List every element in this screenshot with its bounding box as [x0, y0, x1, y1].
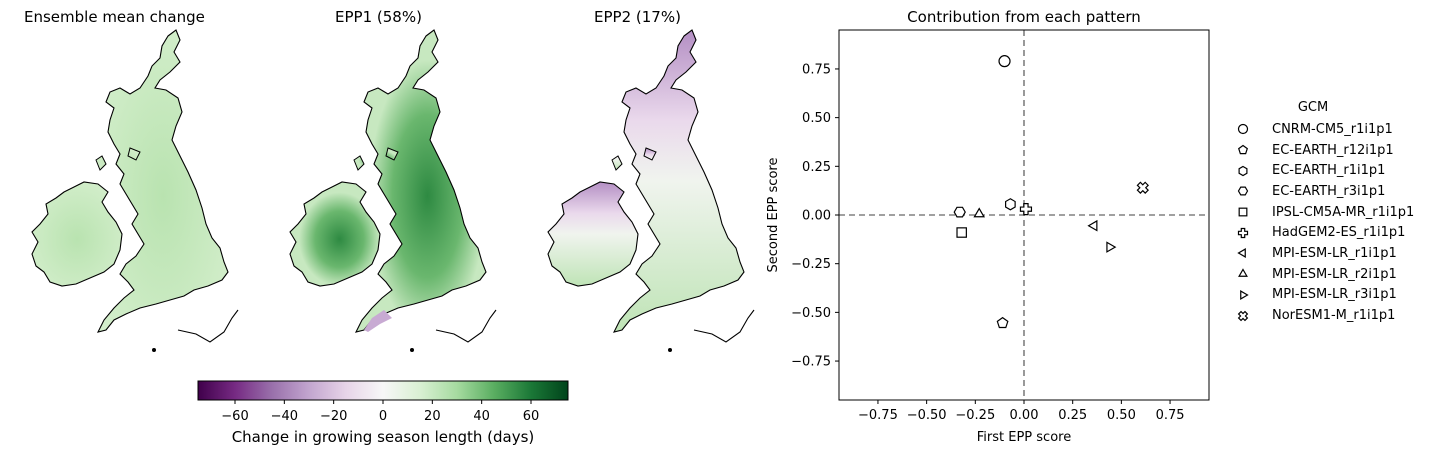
great-britain-outline: [354, 29, 487, 333]
map-panel-epp2: [547, 29, 755, 352]
legend-item: MPI-ESM-LR_r2i1p1: [1228, 264, 1438, 285]
data-point-ec-earth-r3i1p1: [953, 206, 966, 218]
island-dot: [152, 348, 156, 352]
coastline-outline: [177, 309, 239, 343]
map-title-epp2: EPP2 (17%): [594, 8, 681, 26]
ireland-outline: [31, 181, 123, 287]
triangle-up-marker-icon: [1238, 268, 1248, 278]
map-panel-mean: [31, 29, 239, 352]
ireland-outline: [547, 181, 639, 287]
legend-title: GCM: [1297, 100, 1329, 115]
plus-marker-icon: [1237, 227, 1249, 238]
colorbar-tick-label: −20: [320, 409, 347, 424]
great-britain-outline: [96, 29, 229, 333]
legend-label: EC-EARTH_r12i1p1: [1272, 142, 1394, 158]
data-point-ec-earth-r12i1p1: [996, 316, 1009, 329]
scatter-chart: Contribution from each pattern −0.75 −0.5…: [766, 8, 1210, 445]
x-tick-label: 0.75: [1156, 408, 1185, 423]
y-tick-label: 0.75: [802, 62, 831, 77]
y-tick-label: 0.50: [802, 111, 831, 126]
legend: GCM CNRM-CM5_r1i1p1 EC-EARTH_r12i1p1 EC-EA…: [1228, 100, 1438, 326]
legend-item: EC-EARTH_r3i1p1: [1228, 181, 1438, 202]
legend-label: MPI-ESM-LR_r3i1p1: [1272, 287, 1397, 303]
data-point-mpi-esm-lr-r3i1p1: [1106, 241, 1117, 253]
legend-label: NorESM1-M_r1i1p1: [1272, 308, 1396, 324]
data-point-mpi-esm-lr-r1i1p1: [1087, 219, 1098, 232]
y-tick-label: 0.25: [802, 160, 831, 175]
legend-item: IPSL-CM5A-MR_r1i1p1: [1228, 202, 1438, 223]
triangle-right-marker-icon: [1240, 289, 1249, 300]
y-tick-label: −0.25: [791, 257, 831, 272]
colorbar-tick-label: 60: [523, 409, 540, 424]
x-tick-label: 0.00: [1010, 408, 1039, 423]
colorbar-tick-label: 0: [379, 409, 387, 424]
ireland-outline: [289, 181, 381, 287]
data-point-mpi-esm-lr-r2i1p1: [973, 207, 986, 218]
x-tick-label: −0.75: [858, 408, 898, 423]
colorbar-gradient: [197, 380, 569, 401]
legend-item: MPI-ESM-LR_r3i1p1: [1228, 285, 1438, 306]
colorbar-label: Change in growing season length (days): [232, 428, 535, 446]
plot-frame: [838, 29, 1210, 401]
legend-label: MPI-ESM-LR_r2i1p1: [1272, 266, 1397, 282]
legend-item: HadGEM2-ES_r1i1p1: [1228, 222, 1438, 243]
data-point-hadgem2-es-r1i1p1: [1019, 203, 1033, 216]
data-point-noresm1-m-r1i1p1: [1136, 181, 1150, 194]
y-tick-label: 0.00: [802, 209, 831, 224]
island-outline: [611, 147, 657, 171]
legend-item: EC-EARTH_r12i1p1: [1228, 140, 1438, 161]
legend-label: MPI-ESM-LR_r1i1p1: [1272, 245, 1397, 261]
square-marker-icon: [1238, 207, 1248, 217]
island-outline: [353, 147, 399, 171]
map-title-epp1: EPP1 (58%): [335, 8, 422, 26]
map-title-mean: Ensemble mean change: [24, 8, 205, 26]
chart-title: Contribution from each pattern: [907, 8, 1141, 26]
island-dot: [668, 348, 672, 352]
y-axis-label-rotated: Second EPP score: [766, 158, 781, 273]
legend-item: MPI-ESM-LR_r1i1p1: [1228, 243, 1438, 264]
coastline-outline: [435, 309, 497, 343]
x-tick-label: −0.50: [907, 408, 947, 423]
great-britain-outline: [612, 29, 745, 333]
legend-label: CNRM-CM5_r1i1p1: [1272, 121, 1393, 137]
x-axis-label: First EPP score: [977, 430, 1071, 445]
x-tick-label: −0.25: [955, 408, 995, 423]
triangle-left-marker-icon: [1237, 248, 1246, 259]
legend-item: NorESM1-M_r1i1p1: [1228, 305, 1438, 326]
island-outline: [95, 147, 141, 171]
data-point-ec-earth-r1i1p1: [1005, 198, 1016, 211]
legend-label: EC-EARTH_r1i1p1: [1272, 163, 1386, 179]
hexagon-flat-marker-icon: [1237, 186, 1249, 196]
negative-region: [364, 310, 392, 332]
x-tick-label: 0.50: [1107, 408, 1136, 423]
y-tick-label: −0.50: [791, 306, 831, 321]
legend-label: HadGEM2-ES_r1i1p1: [1272, 225, 1406, 241]
legend-label: IPSL-CM5A-MR_r1i1p1: [1272, 204, 1415, 220]
y-tick-label: −0.75: [791, 355, 831, 370]
colorbar-tick-label: −40: [271, 409, 298, 424]
map-panel-epp1: [289, 29, 497, 352]
x-tick-label: 0.25: [1058, 408, 1087, 423]
coastline-outline: [693, 309, 755, 343]
colorbar: −60 −40 −20 0 20 40 60 Change in growing seaso…: [197, 380, 569, 446]
data-point-cnrm-cm5-r1i1p1: [998, 55, 1011, 68]
circle-marker-icon: [1237, 124, 1249, 135]
colorbar-tick-label: 40: [473, 409, 490, 424]
legend-item: EC-EARTH_r1i1p1: [1228, 160, 1438, 181]
island-dot: [410, 348, 414, 352]
x-filled-marker-icon: [1237, 310, 1249, 321]
colorbar-tick-label: −60: [221, 409, 248, 424]
hexagon-pointy-marker-icon: [1238, 165, 1248, 176]
pentagon-marker-icon: [1238, 144, 1248, 155]
legend-label: EC-EARTH_r3i1p1: [1272, 183, 1386, 199]
colorbar-tick-label: 20: [424, 409, 441, 424]
legend-item: CNRM-CM5_r1i1p1: [1228, 119, 1438, 140]
data-point-ipsl-cm5a-mr-r1i1p1: [956, 227, 967, 238]
